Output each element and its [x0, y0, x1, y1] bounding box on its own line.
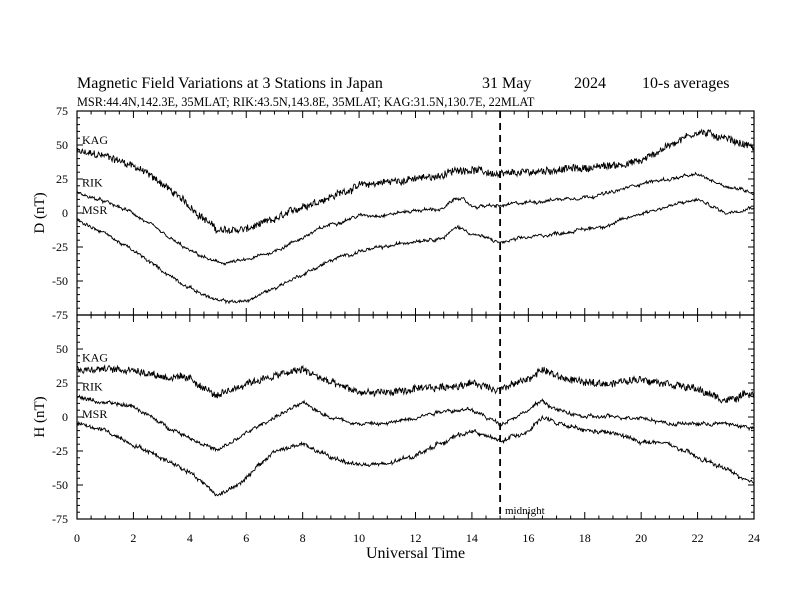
x-tick-label: 24: [748, 531, 760, 545]
panel-frame-bottom: [76, 314, 755, 520]
y-tick-label: -75: [52, 308, 68, 322]
y-tick-label: -50: [52, 478, 68, 492]
y-axis-label-top: D (nT): [32, 192, 48, 233]
y-tick-label: 0: [62, 206, 68, 220]
series-line-kag-top: [76, 128, 755, 235]
y-tick-label: 50: [56, 138, 68, 152]
y-tick-label: -50: [52, 274, 68, 288]
y-tick-label: -75: [52, 512, 68, 526]
x-tick-label: 6: [243, 531, 249, 545]
y-axis-label-bottom: H (nT): [32, 396, 48, 437]
x-tick-label: 4: [187, 531, 193, 545]
x-tick-label: 12: [410, 531, 422, 545]
series-label-msr-top: MSR: [82, 203, 107, 217]
x-tick-label: 18: [579, 531, 591, 545]
chart-averaging: 10-s averages: [642, 75, 730, 92]
series-line-rik-top: [76, 171, 755, 266]
chart-date: 31 May: [482, 75, 531, 92]
y-tick-label: 50: [56, 342, 68, 356]
y-tick-label: 25: [56, 376, 68, 390]
x-tick-label: 10: [353, 531, 365, 545]
y-tick-label: 0: [62, 410, 68, 424]
y-tick-label: -25: [52, 240, 68, 254]
y-tick-label: -25: [52, 444, 68, 458]
series-label-rik-top: RIK: [82, 176, 103, 190]
chart-title: Magnetic Field Variations at 3 Stations …: [77, 75, 383, 92]
stations-subtitle: MSR:44.4N,142.3E, 35MLAT; RIK:43.5N,143.…: [77, 95, 535, 109]
x-tick-label: 20: [635, 531, 647, 545]
series-label-kag-top: KAG: [82, 133, 108, 147]
y-tick-label: 75: [56, 104, 68, 118]
x-tick-label: 14: [466, 531, 478, 545]
x-tick-label: 2: [130, 531, 136, 545]
x-tick-label: 0: [74, 531, 80, 545]
midnight-label: midnight: [505, 505, 545, 517]
series-line-rik-bottom: [76, 394, 755, 453]
panel-top: -75 -50 -25 0 25 50 75 D (nT) KAG RIK MSR: [32, 104, 755, 322]
x-tick-label: 22: [692, 531, 704, 545]
panel-frame-top: [76, 110, 755, 316]
series-line-kag-bottom: [77, 364, 755, 404]
x-tick-label: 16: [522, 531, 534, 545]
x-tick-label: 8: [300, 531, 306, 545]
series-label-msr-bottom: MSR: [82, 407, 107, 421]
y-tick-label: 25: [56, 172, 68, 186]
series-line-msr-bottom: [76, 414, 755, 497]
x-axis-label: Universal Time: [366, 545, 465, 562]
series-line-msr-top: [76, 197, 755, 305]
chart-year: 2024: [574, 75, 606, 92]
series-label-kag-bottom: KAG: [82, 350, 108, 364]
series-label-rik-bottom: RIK: [82, 380, 103, 394]
